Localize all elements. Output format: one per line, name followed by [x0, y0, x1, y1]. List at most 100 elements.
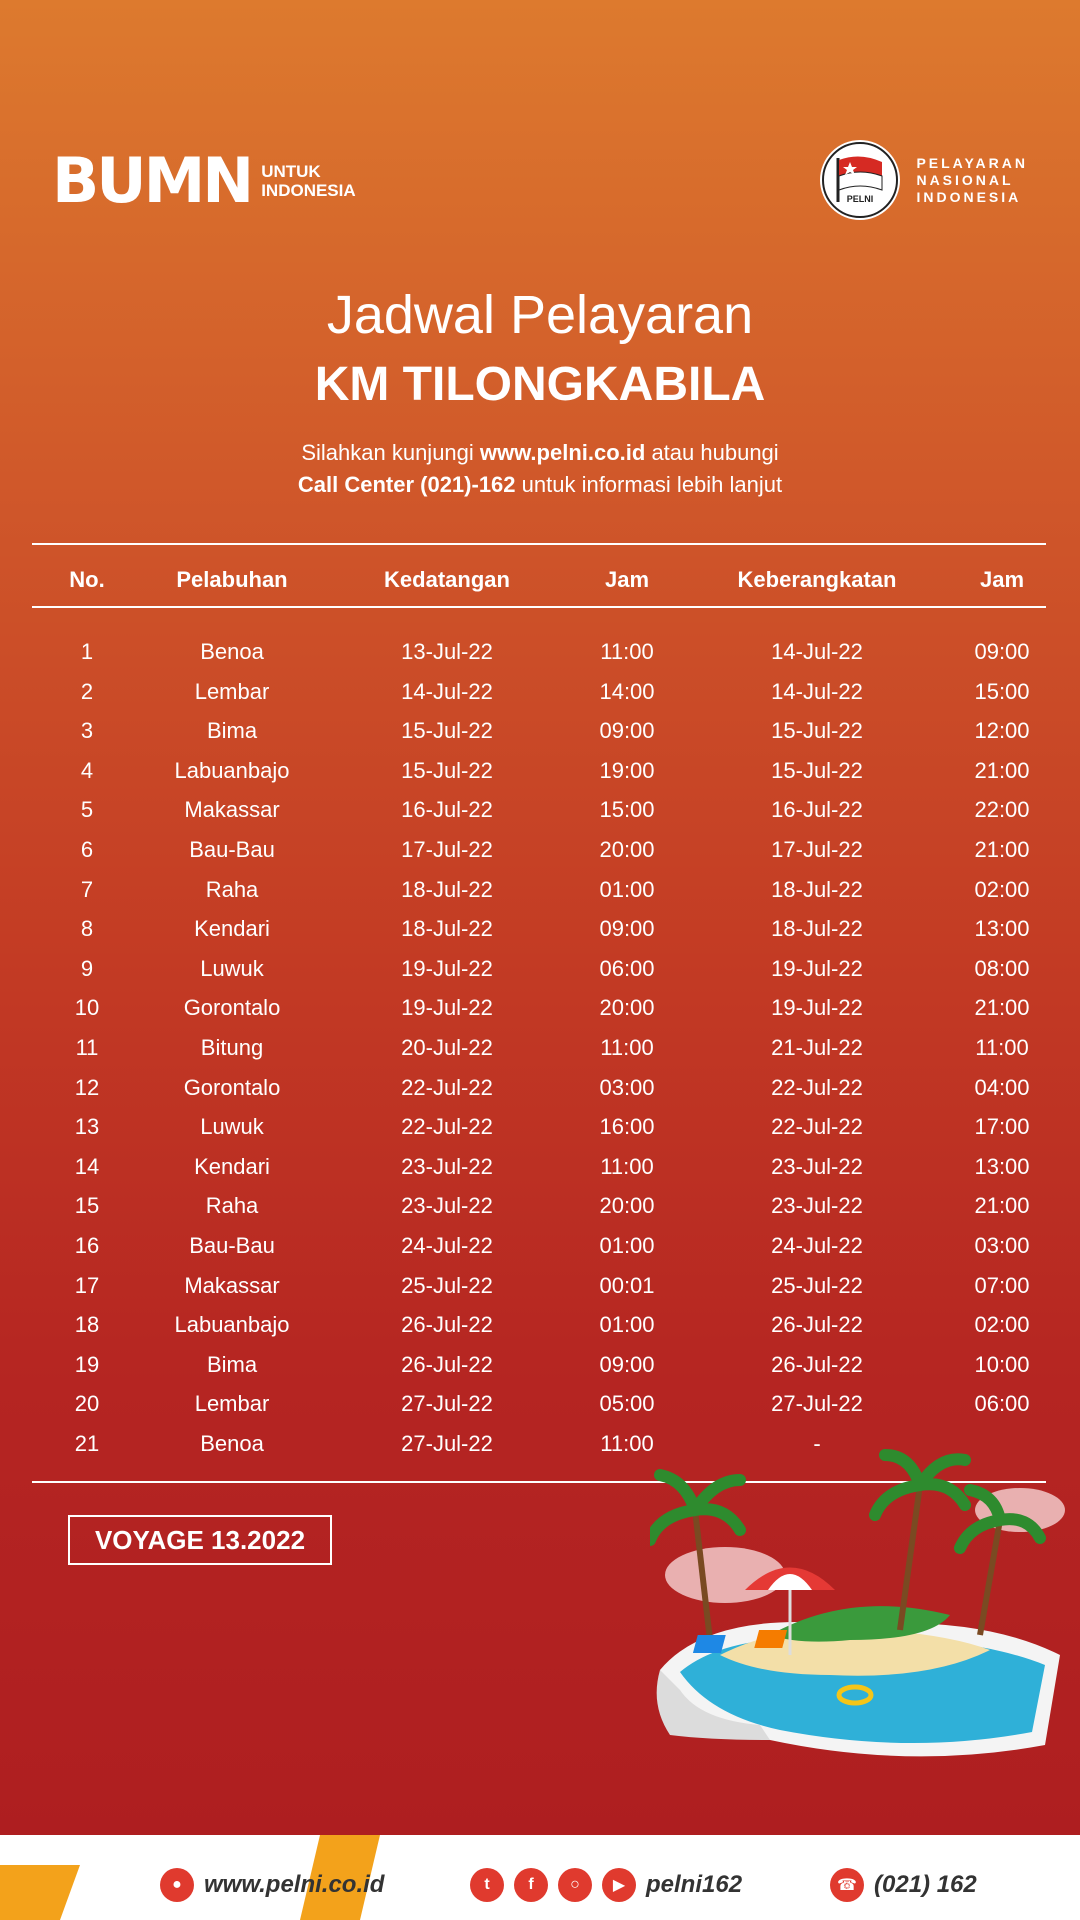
footer-website[interactable]: ● www.pelni.co.id — [160, 1868, 384, 1902]
cell-arrival-date: 27-Jul-22 — [401, 1391, 493, 1417]
cell-no: 2 — [80, 678, 94, 704]
table-top-rule — [32, 543, 1046, 545]
facebook-icon[interactable]: f — [514, 1868, 548, 1902]
table-row: 9 Luwuk 19-Jul-22 06:00 19-Jul-22 08:00 — [32, 949, 1046, 989]
cell-departure-time: 12:00 — [974, 718, 1030, 744]
table-row: 1 Benoa 13-Jul-22 11:00 14-Jul-22 09:00 — [32, 632, 1046, 672]
cell-arrival-time: 20:00 — [599, 995, 655, 1021]
cell-arrival-time: 11:00 — [600, 1430, 654, 1456]
cell-port: Bitung — [200, 1034, 264, 1060]
cell-port: Labuanbajo — [174, 757, 290, 783]
pelni-emblem-text: PELNI — [847, 194, 874, 204]
cell-port: Kendari — [194, 1153, 270, 1179]
cell-arrival-time: 01:00 — [599, 1312, 655, 1338]
cell-arrival-time: 09:00 — [599, 916, 655, 942]
cell-arrival-date: 22-Jul-22 — [401, 1114, 493, 1140]
table-header: No. Pelabuhan Kedatangan Jam Keberangkat… — [32, 558, 1046, 602]
footer-phone-text: (021) 162 — [874, 1871, 977, 1898]
cell-departure-time: 15:00 — [974, 678, 1030, 704]
page-title: Jadwal Pelayaran — [326, 285, 754, 345]
voyage-badge: VOYAGE 13.2022 — [68, 1515, 332, 1565]
table-row: 13 Luwuk 22-Jul-22 16:00 22-Jul-22 17:00 — [32, 1107, 1046, 1147]
cell-arrival-time: 05:00 — [599, 1391, 655, 1417]
cell-departure-date: 22-Jul-22 — [771, 1074, 863, 1100]
cell-port: Bima — [206, 718, 258, 744]
cell-port: Luwuk — [200, 1114, 264, 1140]
ship-name: KM TILONGKABILA — [314, 358, 766, 411]
table-row: 12 Gorontalo 22-Jul-22 03:00 22-Jul-22 04:00 — [32, 1068, 1046, 1108]
cell-no: 3 — [80, 718, 94, 744]
table-row: 5 Makassar 16-Jul-22 15:00 16-Jul-22 22:00 — [32, 790, 1046, 830]
twitter-icon[interactable]: t — [470, 1868, 504, 1902]
cell-departure-time: 21:00 — [974, 1193, 1030, 1219]
footer-phone[interactable]: ☎ (021) 162 — [830, 1868, 977, 1902]
website-link[interactable]: www.pelni.co.id — [479, 440, 646, 465]
cell-departure-date: 26-Jul-22 — [771, 1351, 863, 1377]
cell-departure-date: 14-Jul-22 — [771, 678, 863, 704]
cell-port: Bau-Bau — [189, 1232, 275, 1258]
cell-arrival-time: 11:00 — [600, 1153, 654, 1179]
cell-departure-date: 24-Jul-22 — [771, 1232, 863, 1258]
cell-departure-time: 21:00 — [974, 836, 1030, 862]
table-row: 4 Labuanbajo 15-Jul-22 19:00 15-Jul-22 21:00 — [32, 751, 1046, 791]
cell-arrival-time: 06:00 — [599, 955, 655, 981]
cell-arrival-time: 03:00 — [599, 1074, 655, 1100]
cell-arrival-time: 09:00 — [599, 718, 655, 744]
cell-arrival-date: 24-Jul-22 — [401, 1232, 493, 1258]
pelni-line2: NASIONAL — [916, 171, 1014, 188]
cell-no: 8 — [80, 916, 94, 942]
youtube-icon[interactable]: ▶ — [602, 1868, 636, 1902]
cell-arrival-date: 23-Jul-22 — [401, 1153, 493, 1179]
cell-port: Raha — [205, 1193, 259, 1219]
col-header-departure-time: Jam — [979, 567, 1025, 592]
info-line-1: Silahkan kunjungi www.pelni.co.id atau h… — [0, 438, 1080, 468]
cell-arrival-time: 19:00 — [599, 757, 655, 783]
table-row: 15 Raha 23-Jul-22 20:00 23-Jul-22 21:00 — [32, 1186, 1046, 1226]
phone-icon: ☎ — [830, 1868, 864, 1902]
cell-departure-time: 06:00 — [974, 1391, 1030, 1417]
cell-port: Lembar — [194, 1391, 270, 1417]
bumn-logo-subtext: UNTUK INDONESIA — [261, 162, 355, 200]
cell-arrival-date: 27-Jul-22 — [401, 1430, 493, 1456]
cell-no: 17 — [74, 1272, 100, 1298]
cell-no: 19 — [74, 1351, 100, 1377]
cell-port: Labuanbajo — [174, 1312, 290, 1338]
table-row: 18 Labuanbajo 26-Jul-22 01:00 26-Jul-22 02:00 — [32, 1305, 1046, 1345]
cell-port: Lembar — [194, 678, 270, 704]
cell-arrival-date: 15-Jul-22 — [401, 718, 493, 744]
pelni-line3: INDONESIA — [916, 188, 1022, 205]
call-center-text: Call Center (021)-162 — [297, 472, 516, 497]
cell-no: 14 — [74, 1153, 100, 1179]
table-row: 20 Lembar 27-Jul-22 05:00 27-Jul-22 06:00 — [32, 1384, 1046, 1424]
cell-arrival-date: 19-Jul-22 — [401, 955, 493, 981]
cell-no: 5 — [80, 797, 94, 823]
cell-arrival-date: 20-Jul-22 — [401, 1034, 493, 1060]
cell-departure-date: 15-Jul-22 — [771, 757, 863, 783]
instagram-icon[interactable]: ○ — [558, 1868, 592, 1902]
col-header-port: Pelabuhan — [176, 567, 288, 592]
cell-arrival-date: 22-Jul-22 — [401, 1074, 493, 1100]
table-row: 19 Bima 26-Jul-22 09:00 26-Jul-22 10:00 — [32, 1345, 1046, 1385]
cell-port: Benoa — [200, 639, 264, 664]
cell-departure-date: 23-Jul-22 — [771, 1153, 863, 1179]
cell-departure-time: 21:00 — [974, 757, 1030, 783]
pelni-logo: PELNI PELAYARAN NASIONAL INDONESIA — [820, 140, 1028, 220]
cell-arrival-date: 13-Jul-22 — [401, 639, 493, 664]
table-bottom-rule — [32, 1481, 1046, 1483]
cell-arrival-time: 11:00 — [600, 639, 654, 664]
cell-no: 1 — [80, 639, 94, 664]
pelni-flag-icon: PELNI — [820, 140, 901, 220]
cell-departure-date: 14-Jul-22 — [771, 639, 863, 664]
pelni-line1: PELAYARAN — [916, 154, 1028, 171]
cell-no: 6 — [80, 836, 94, 862]
island-illustration — [650, 1449, 1065, 1757]
cell-no: 4 — [80, 757, 94, 783]
cell-port: Luwuk — [200, 955, 264, 981]
table-row: 6 Bau-Bau 17-Jul-22 20:00 17-Jul-22 21:00 — [32, 830, 1046, 870]
cell-no: 13 — [74, 1114, 100, 1140]
bumn-line2: INDONESIA — [261, 181, 356, 200]
table-row: 21 Benoa 27-Jul-22 11:00 - — [32, 1424, 1046, 1464]
cell-arrival-time: 00:01 — [599, 1272, 655, 1298]
cell-port: Makassar — [184, 797, 280, 823]
cell-arrival-time: 14:00 — [599, 678, 655, 704]
